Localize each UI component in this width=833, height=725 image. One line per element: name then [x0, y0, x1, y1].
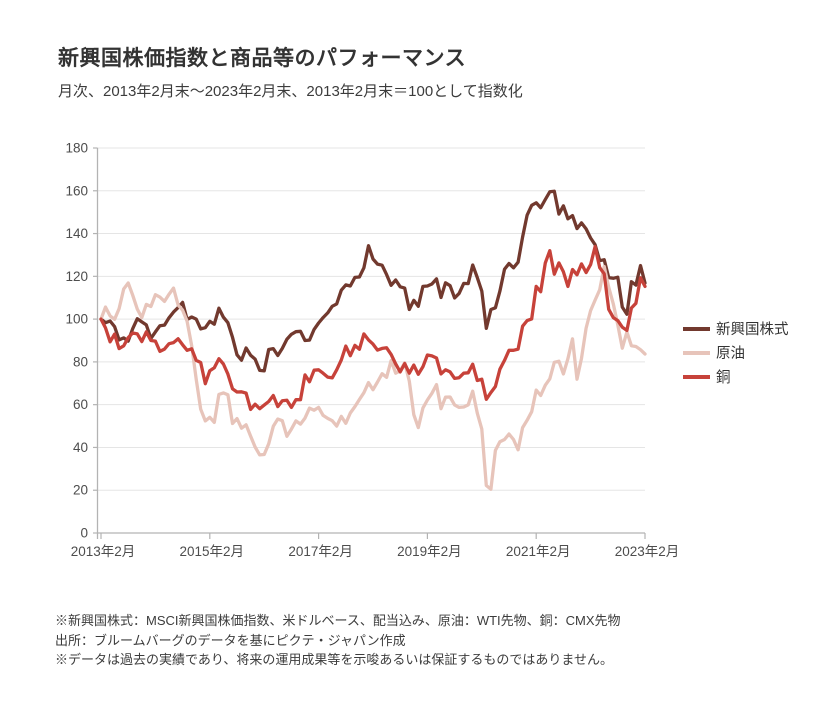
- chart-legend: 新興国株式 原油 銅: [683, 320, 789, 392]
- x-tick-label-3: 2019年2月: [397, 544, 462, 559]
- series-line-crude-oil: [99, 264, 647, 491]
- x-tick-label-4: 2021年2月: [506, 544, 571, 559]
- y-tick-label-40: 40: [73, 440, 88, 455]
- legend-swatch-copper: [683, 374, 710, 379]
- y-tick-label-180: 180: [65, 141, 88, 156]
- y-tick-label-20: 20: [73, 483, 88, 498]
- x-tick-label-1: 2015年2月: [180, 544, 245, 559]
- footnote-definitions: ※新興国株式：MSCI新興国株価指数、米ドルベース、配当込み、原油：WTI先物、…: [55, 613, 621, 628]
- page-title: 新興国株価指数と商品等のパフォーマンス: [58, 47, 467, 70]
- legend-label-emerging-equity: 新興国株式: [716, 322, 789, 338]
- y-tick-label-140: 140: [65, 226, 88, 241]
- legend-label-crude-oil: 原油: [716, 346, 745, 362]
- legend-item-emerging-equity: 新興国株式: [683, 320, 789, 338]
- footnote-disclaimer: ※データは過去の実績であり、将来の運用成果等を示唆あるいは保証するものではありま…: [55, 652, 613, 667]
- y-tick-label-160: 160: [65, 183, 88, 198]
- y-tick-label-60: 60: [73, 397, 88, 412]
- y-tick-label-0: 0: [80, 526, 88, 541]
- legend-item-copper: 銅: [683, 368, 789, 386]
- page-subtitle: 月次、2013年2月末～2023年2月末、2013年2月末＝100として指数化: [58, 83, 523, 100]
- x-tick-label-2: 2017年2月: [288, 544, 353, 559]
- series-line-emerging-equity: [99, 189, 647, 373]
- legend-swatch-emerging-equity: [683, 326, 710, 331]
- x-tick-label-5: 2023年2月: [615, 544, 680, 559]
- y-tick-label-100: 100: [65, 312, 88, 327]
- legend-swatch-crude-oil: [683, 350, 710, 355]
- y-tick-label-80: 80: [73, 354, 88, 369]
- y-tick-label-120: 120: [65, 269, 88, 284]
- footnote-source: 出所：ブルームバーグのデータを基にピクテ・ジャパン作成: [55, 632, 406, 648]
- legend-item-crude-oil: 原油: [683, 344, 789, 362]
- series-line-copper: [99, 244, 647, 412]
- footnotes: ※新興国株式：MSCI新興国株価指数、米ドルベース、配当込み、原油：WTI先物、…: [55, 611, 621, 670]
- x-tick-label-0: 2013年2月: [71, 544, 136, 559]
- legend-label-copper: 銅: [716, 370, 731, 386]
